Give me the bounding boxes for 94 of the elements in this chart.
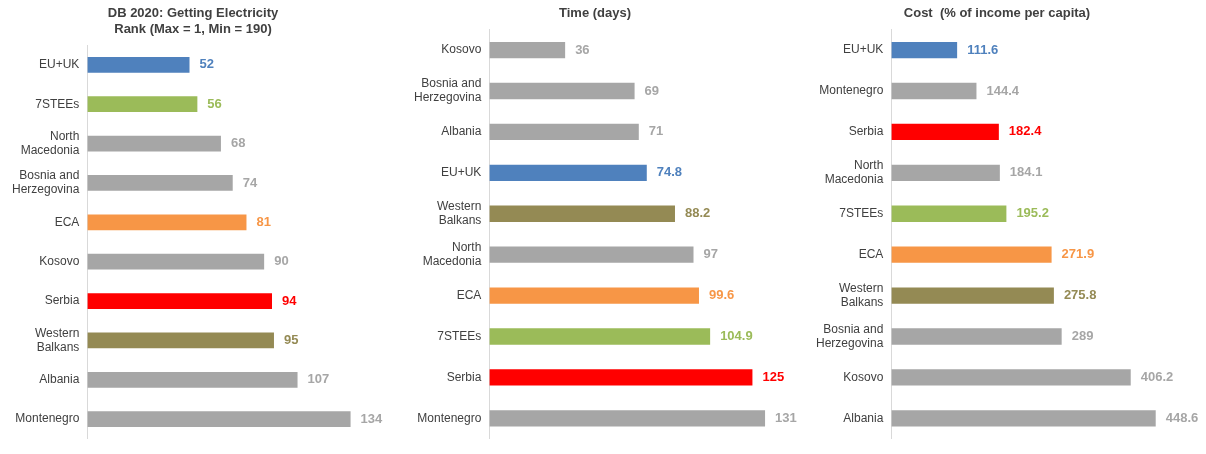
- y-tick-label: Bosnia and Herzegovina: [414, 76, 482, 105]
- data-label: 99.6: [708, 287, 735, 303]
- y-tick-label: Montenegro: [819, 83, 884, 98]
- bar: [891, 123, 999, 141]
- bar: [87, 96, 198, 113]
- chart-subtitle: Rank (Max = 1, Min = 190): [114, 20, 272, 36]
- data-label: 144.4: [986, 82, 1020, 98]
- bar: [489, 246, 694, 263]
- y-tick-label: Albania: [441, 124, 482, 139]
- y-tick-label: North Macedonia: [824, 157, 884, 187]
- data-label: 95: [283, 331, 299, 347]
- bar: [489, 328, 711, 345]
- y-tick-label: Western Balkans: [34, 325, 80, 354]
- data-label: 184.1: [1009, 164, 1043, 180]
- y-tick-label: Bosnia and Herzegovina: [816, 321, 884, 351]
- bar: [489, 205, 675, 222]
- y-tick-label: Albania: [843, 410, 884, 425]
- data-label: 52: [199, 56, 214, 72]
- bar: [489, 369, 753, 386]
- bar: [891, 369, 1131, 386]
- data-label: 182.4: [1008, 123, 1043, 139]
- bar: [87, 371, 298, 388]
- y-tick-label: Serbia: [848, 124, 884, 139]
- data-label: 81: [256, 213, 271, 229]
- data-label: 36: [575, 41, 590, 57]
- y-tick-label: Kosovo: [843, 369, 884, 384]
- y-tick-label: Montenegro: [417, 410, 482, 425]
- y-tick-label: Kosovo: [39, 253, 80, 268]
- bar: [87, 175, 233, 191]
- y-tick-label: North Macedonia: [422, 239, 482, 269]
- y-tick-label: Serbia: [44, 293, 80, 308]
- data-label: 111.6: [967, 41, 999, 57]
- y-tick-label: Western Balkans: [838, 280, 884, 310]
- bar: [87, 293, 273, 309]
- bar: [891, 41, 958, 59]
- data-label: 104.9: [720, 328, 753, 344]
- bar: [489, 123, 639, 141]
- data-label: 271.9: [1061, 246, 1095, 262]
- y-tick-label: Western Balkans: [436, 198, 482, 228]
- data-label: 97: [703, 246, 718, 262]
- bar: [87, 57, 190, 73]
- bar: [891, 287, 1054, 304]
- y-tick-label: Montenegro: [15, 411, 80, 426]
- y-tick-label: ECA: [858, 246, 884, 261]
- data-label: 448.6: [1165, 409, 1199, 425]
- data-label: 134: [360, 410, 384, 426]
- bar: [87, 253, 265, 270]
- bar: [891, 246, 1052, 263]
- data-label: 69: [644, 82, 660, 98]
- y-tick-label: ECA: [54, 214, 80, 229]
- bar: [489, 82, 635, 100]
- y-tick-label: Kosovo: [441, 42, 482, 57]
- data-label: 74.8: [656, 164, 683, 180]
- y-tick-label: EU+UK: [441, 165, 482, 180]
- y-tick-label: Bosnia and Herzegovina: [12, 168, 80, 197]
- bar: [489, 410, 766, 427]
- y-tick-label: Albania: [39, 372, 80, 387]
- bar: [489, 41, 566, 59]
- bar: [489, 164, 647, 181]
- data-label: 125: [762, 369, 785, 384]
- data-label: 406.2: [1140, 369, 1174, 384]
- data-label: 275.8: [1063, 287, 1097, 303]
- bar: [87, 332, 274, 349]
- data-label: 68: [230, 135, 246, 151]
- y-tick-label: ECA: [456, 287, 482, 302]
- bar: [87, 214, 247, 231]
- data-label: 71: [648, 123, 664, 139]
- chart-title: Time (days): [558, 5, 632, 21]
- bar: [891, 410, 1156, 427]
- y-tick-label: Serbia: [446, 369, 482, 384]
- bar: [891, 328, 1062, 345]
- y-tick-label: EU+UK: [39, 57, 80, 72]
- data-label: 131: [775, 409, 797, 425]
- bar: [891, 82, 977, 100]
- data-label: 90: [274, 253, 289, 269]
- bar: [891, 205, 1007, 222]
- data-label: 195.2: [1016, 205, 1049, 221]
- data-label: 74: [242, 174, 258, 190]
- data-label: 107: [307, 371, 330, 387]
- y-tick-label: North Macedonia: [20, 128, 80, 158]
- y-tick-label: 7STEEs: [839, 206, 884, 221]
- chart-title: DB 2020: Getting Electricity: [107, 5, 280, 21]
- y-tick-label: EU+UK: [843, 42, 884, 57]
- bar: [489, 287, 699, 304]
- data-label: 88.2: [684, 205, 711, 221]
- chart-title: Cost (% of income per capita): [903, 5, 1091, 21]
- bar: [87, 135, 221, 152]
- bar: [87, 411, 351, 427]
- data-label: 56: [207, 95, 222, 111]
- y-tick-label: 7STEEs: [437, 328, 482, 343]
- bar: [891, 164, 1000, 181]
- data-label: 289: [1071, 328, 1094, 344]
- data-label: 94: [282, 292, 298, 308]
- y-tick-label: 7STEEs: [35, 96, 80, 111]
